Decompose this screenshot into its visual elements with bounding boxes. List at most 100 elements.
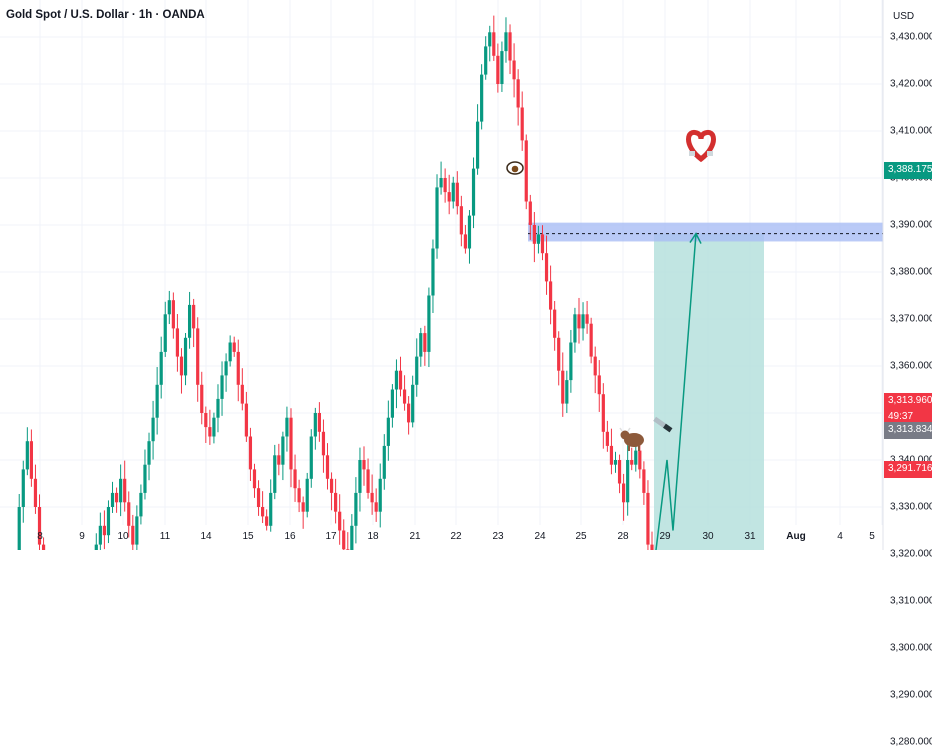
candle-body [265,516,269,526]
candle-body [411,384,415,423]
candle-body [167,300,171,315]
candle-body [123,478,127,503]
candle-body [557,337,561,371]
candle-body [415,356,419,385]
candle-body [492,32,496,56]
candle-body [378,478,382,512]
candle-body [196,328,200,385]
candle-body [626,460,630,503]
time-tick-label: 21 [409,531,421,542]
time-tick-label: 4 [837,531,843,542]
time-tick-label: 24 [534,531,546,542]
knife-blade [653,416,666,428]
candle-body [516,79,520,108]
candles [1,15,654,742]
candle-body [21,469,25,507]
candle-body [248,436,253,470]
projection-arrow-line [651,233,697,583]
candle-body [536,234,541,244]
candle-body [94,544,98,564]
candle-body [488,32,492,47]
candle-body [439,178,443,188]
time-tick-label: 16 [284,531,296,542]
candle-body [630,460,634,465]
candle-body [605,431,609,446]
candle-body [358,460,362,493]
price-tick-label: 3,340.000 [890,454,932,466]
candle-body [155,384,159,418]
candle-body [236,351,240,385]
candle-body [216,398,220,418]
time-tick-label: 28 [617,531,629,542]
candle-body [293,469,297,489]
candle-body [613,460,618,465]
time-tick-label: 18 [367,531,379,542]
candle-body [642,469,646,493]
candle-body [232,342,236,352]
candle-body [171,300,175,329]
candle-body [350,525,354,564]
time-tick-label: 11 [159,531,171,542]
candle-body [569,342,573,381]
candle-body [37,507,42,545]
candle-body [402,389,407,404]
candle-body [338,511,342,531]
time-tick-label: 15 [242,531,254,542]
candle-body [321,431,326,456]
current-price-badge: 3,313.834 [884,422,932,439]
price-tick-label: 3,360.000 [890,360,932,372]
candle-body [277,455,281,465]
candle-body [301,502,305,512]
candle-body [496,55,500,84]
bull-head [620,430,630,440]
candle-body [435,187,439,249]
candle-body [447,192,451,202]
time-tick-label: 9 [79,531,85,542]
time-tick-label: 17 [325,531,337,542]
candle-body [179,356,184,376]
candle-body [548,281,553,310]
candle-body [285,417,289,437]
heart-magnet-icon [686,129,716,163]
candle-body [228,342,232,362]
price-tick-label: 3,430.000 [890,31,932,43]
candle-body [212,417,216,437]
candle-body [192,304,196,329]
candle-body [451,182,455,202]
candle-body [342,530,346,550]
resistance-zone [528,222,883,242]
candle-body [139,492,143,517]
candle-body [273,455,277,493]
price-tick-label: 3,370.000 [890,313,932,325]
candle-body [143,464,147,493]
candle-body [585,314,589,324]
candle-body [305,478,309,512]
candle-body [370,492,374,503]
candle-body [443,178,447,193]
candle-body [313,413,317,437]
candle-body [224,361,228,376]
candle-body [220,375,224,399]
candle-body [163,314,167,352]
magnet-tip-right [707,151,713,156]
candle-body [463,234,468,249]
time-tick-label: 30 [702,531,714,542]
bull-icon [619,427,644,451]
candle-body [29,441,33,479]
candle-body [256,488,261,507]
price-tick-label: 3,380.000 [890,266,932,278]
candle-body [431,248,435,296]
candle-body [159,351,163,385]
candle-body [17,507,21,564]
candle-body [553,309,557,338]
candle-body [151,417,155,442]
candle-body [98,525,102,545]
candle-body [325,455,330,479]
candle-body [532,225,536,244]
candle-body [106,507,111,536]
candle-body [475,121,480,169]
target-price-badge: 3,388.175 [884,162,932,179]
candle-body [500,51,504,84]
